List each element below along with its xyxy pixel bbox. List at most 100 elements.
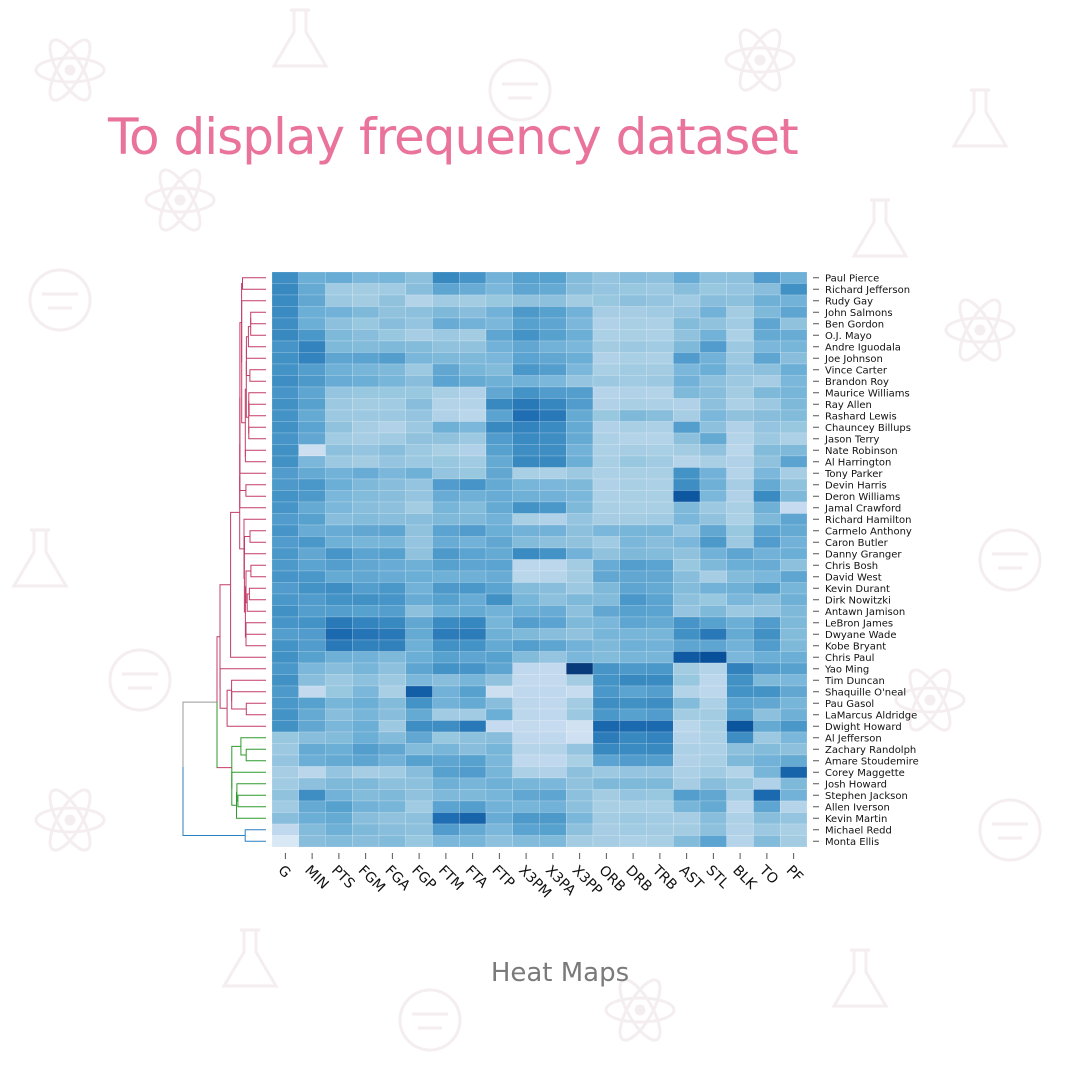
heatmap-cell [325,628,353,641]
heatmap-cell [352,271,380,284]
heatmap-cell [646,731,674,744]
heatmap-cell [271,363,299,376]
heatmap-cell [378,731,406,744]
heatmap-cell [646,455,674,468]
heatmap-cell [673,835,701,848]
heatmap-cell [459,478,487,491]
heatmap-cell [485,628,513,641]
row-label: Dwight Howard [825,722,902,733]
heatmap-cell [271,375,299,388]
heatmap-cell [726,777,754,790]
heatmap-cell [405,835,433,848]
heatmap-cell [539,306,567,319]
heatmap-cell [405,421,433,434]
heatmap-cell [539,835,567,848]
heatmap-cell [352,547,380,560]
heatmap-cell [780,271,808,284]
heatmap-cell [405,812,433,825]
row-label: Joe Johnson [824,354,883,365]
heatmap-cell [271,444,299,457]
heatmap-cell [485,789,513,802]
heatmap-cell [512,444,540,457]
heatmap-cell [726,639,754,652]
heatmap-cell [432,283,460,296]
heatmap-cell [405,501,433,514]
heatmap-cell [485,513,513,526]
heatmap-cell [699,386,727,399]
heatmap-cell [325,467,353,480]
heatmap-cell [539,398,567,411]
heatmap-cell [298,398,326,411]
column-label: FTA [462,863,491,892]
heatmap-cell [699,812,727,825]
heatmap-cell [512,536,540,549]
heatmap-cell [726,455,754,468]
heatmap-cell [298,685,326,698]
row-label: Brandon Roy [825,377,889,388]
heatmap-cell [566,317,594,330]
row-label: Dwyane Wade [825,630,896,641]
heatmap-cell [512,754,540,767]
heatmap-cell [378,340,406,353]
heatmap-cell [646,317,674,330]
heatmap-cell [432,651,460,664]
heatmap-cell [271,455,299,468]
molecule-icon [831,948,889,1008]
heatmap-cell [352,605,380,618]
heatmap-cell [459,708,487,721]
heatmap-cell [619,513,647,526]
heatmap-cell [539,800,567,813]
heatmap-cell [271,329,299,342]
heatmap-cell [673,570,701,583]
heatmap-cell [405,685,433,698]
heatmap-cell [485,501,513,514]
heatmap-cell [512,789,540,802]
heatmap-cell [405,593,433,606]
heatmap-cell [432,329,460,342]
heatmap-cell [592,754,620,767]
heatmap-cell [726,812,754,825]
heatmap-cell [753,421,781,434]
heatmap-cell [646,352,674,365]
heatmap-cell [592,639,620,652]
heatmap-cell [459,593,487,606]
heatmap-cell [539,432,567,445]
heatmap-cell [539,409,567,422]
heatmap-cell [325,559,353,572]
heatmap-cell [512,685,540,698]
heatmap-cell [566,570,594,583]
heatmap-cell [378,294,406,307]
row-label: Al Jefferson [825,733,882,744]
heatmap-cell [459,800,487,813]
column-labels: G MINPTSFGMFGAFGPFTMFTAFTPX3PMX3PAX3PPORB… [275,853,806,901]
heatmap-cell [378,432,406,445]
heatmap-cell [378,467,406,480]
heatmap-cell [619,536,647,549]
dendrogram-branch [236,791,266,819]
heatmap-cell [673,823,701,836]
heatmap-cell [298,432,326,445]
heatmap-cell [459,432,487,445]
heatmap-cell [352,306,380,319]
heatmap-cell [780,559,808,572]
heatmap-cell [699,662,727,675]
heatmap-cell [699,317,727,330]
heatmap-cell [780,823,808,836]
heatmap-cell [780,628,808,641]
dendrogram-branch [250,318,266,336]
heatmap-cell [566,455,594,468]
heatmap-cell [512,294,540,307]
row-label: Maurice Williams [825,388,910,399]
heatmap-cell [780,777,808,790]
heatmap-cell [592,536,620,549]
heatmap-cell [619,720,647,733]
heatmap-cell [539,789,567,802]
heatmap-cell [699,409,727,422]
heatmap-cell [780,685,808,698]
heatmap-cell [512,662,540,675]
heatmap-cell [325,593,353,606]
heatmap-cell [459,467,487,480]
heatmap-cell [780,490,808,503]
heatmap-cell [459,766,487,779]
heatmap-cell [753,547,781,560]
